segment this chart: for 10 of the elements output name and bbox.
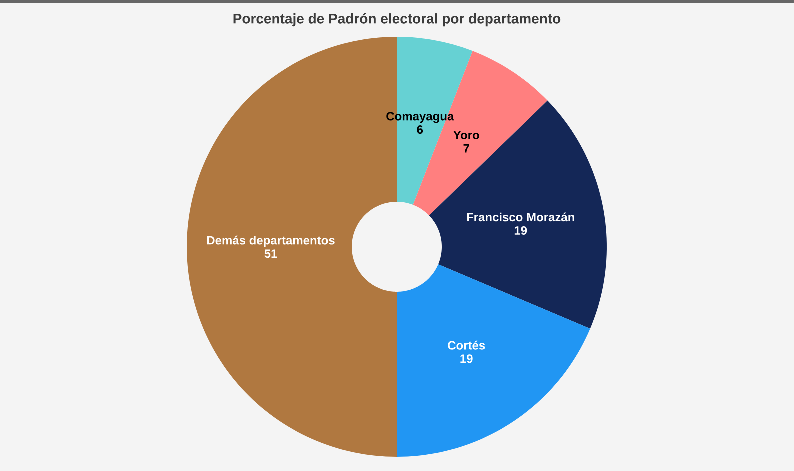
data-label: 51 xyxy=(264,250,278,258)
data-label: 7 xyxy=(464,144,470,153)
data-label: 6 xyxy=(417,126,424,134)
slice-label: Yoro xyxy=(454,131,480,140)
slice-label: Francisco Morazán xyxy=(467,212,574,222)
slice-label: Demás departamentos xyxy=(207,236,335,248)
chart-title: Porcentaje de Padrón electoral por departamento xyxy=(234,13,561,27)
data-label: 19 xyxy=(514,226,528,235)
slice-label: Cortés xyxy=(448,340,486,350)
data-label: 19 xyxy=(460,354,473,364)
